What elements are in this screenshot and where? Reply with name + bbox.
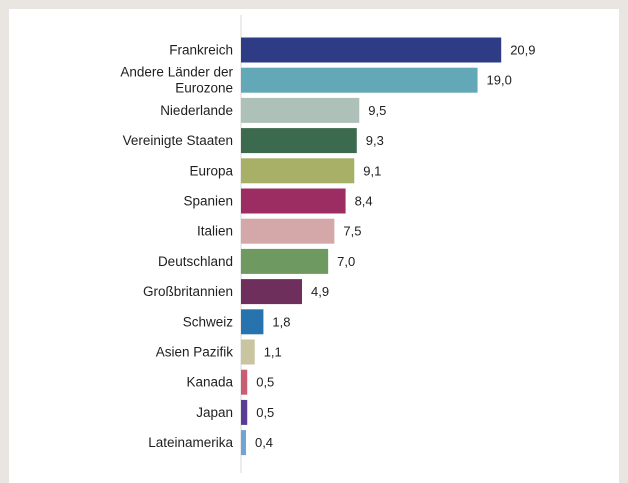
value-label-12: 0,5 (256, 405, 274, 420)
category-label-0: Frankreich (169, 43, 233, 58)
value-label-10: 1,1 (264, 345, 282, 360)
category-label-1: Andere Länder der Eurozone (120, 65, 233, 96)
category-label-line: Japan (196, 405, 233, 420)
value-label-0: 20,9 (510, 43, 535, 58)
value-label-4: 9,1 (363, 163, 381, 178)
category-label-3: Vereinigte Staaten (123, 133, 233, 148)
bar-13 (241, 430, 246, 456)
bar-9 (241, 309, 264, 335)
value-label-1: 19,0 (487, 73, 512, 88)
category-label-10: Asien Pazifik (156, 345, 234, 360)
value-label-6: 7,5 (343, 224, 361, 239)
category-label-line: Frankreich (169, 43, 233, 58)
category-label-13: Lateinamerika (148, 435, 233, 450)
category-label-line: Spanien (183, 194, 233, 209)
category-label-4: Europa (189, 163, 233, 178)
bar-11 (241, 369, 248, 395)
bar-0 (241, 37, 502, 63)
category-label-line: Schweiz (183, 314, 234, 329)
bar-8 (241, 279, 303, 305)
value-label-3: 9,3 (366, 133, 384, 148)
category-label-line: Eurozone (175, 81, 233, 96)
bar-6 (241, 218, 335, 244)
bar-2 (241, 97, 360, 123)
bar-12 (241, 399, 248, 425)
bar-chart: 20,9 Frankreich 19,0 Andere Länder der Euroz… (120, 15, 536, 474)
category-label-2: Niederlande (160, 103, 233, 118)
category-label-line: Großbritannien (143, 284, 233, 299)
category-label-line: Vereinigte Staaten (123, 133, 233, 148)
category-label-12: Japan (196, 405, 233, 420)
bar-7 (241, 248, 329, 274)
value-label-9: 1,8 (272, 314, 290, 329)
bar-10 (241, 339, 255, 365)
category-label-9: Schweiz (183, 314, 234, 329)
category-label-line: Andere Länder der (120, 65, 233, 80)
category-label-line: Asien Pazifik (156, 345, 234, 360)
category-label-line: Italien (197, 224, 233, 239)
category-label-line: Deutschland (158, 254, 233, 269)
category-label-7: Deutschland (158, 254, 233, 269)
bar-4 (241, 158, 355, 184)
category-label-6: Italien (197, 224, 233, 239)
value-label-11: 0,5 (256, 375, 274, 390)
value-label-7: 7,0 (337, 254, 355, 269)
category-label-5: Spanien (183, 194, 233, 209)
bar-5 (241, 188, 346, 214)
category-label-11: Kanada (186, 375, 233, 390)
category-label-line: Niederlande (160, 103, 233, 118)
value-label-5: 8,4 (355, 194, 373, 209)
category-label-line: Europa (189, 163, 233, 178)
category-label-8: Großbritannien (143, 284, 233, 299)
bar-3 (241, 128, 357, 154)
value-label-13: 0,4 (255, 435, 273, 450)
bar-1 (241, 67, 478, 93)
category-label-line: Kanada (186, 375, 233, 390)
value-label-2: 9,5 (368, 103, 386, 118)
chart-panel: 20,9 Frankreich 19,0 Andere Länder der Euroz… (9, 9, 619, 483)
category-label-line: Lateinamerika (148, 435, 233, 450)
value-label-8: 4,9 (311, 284, 329, 299)
